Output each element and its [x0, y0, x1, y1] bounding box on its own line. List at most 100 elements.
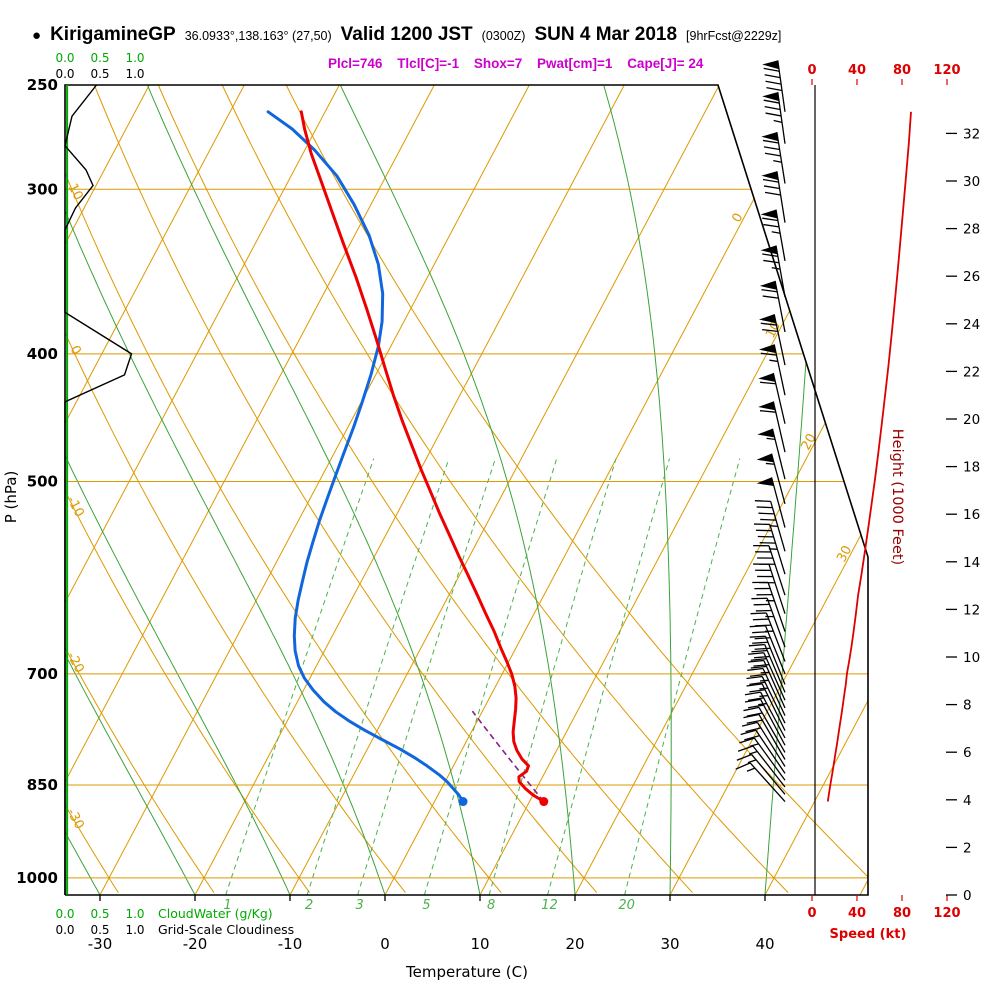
- wind-barb-half: [747, 759, 757, 764]
- cloudiness-scale-tick-top: 0.5: [90, 67, 109, 81]
- wind-barb-full: [754, 647, 771, 650]
- parcel-path: [471, 710, 545, 803]
- wind-barb-staff: [758, 714, 786, 760]
- wind-barb-full: [759, 381, 776, 385]
- mixing-ratio-line: [547, 458, 670, 895]
- wind-barb-full: [748, 659, 764, 663]
- cloudiness-scale-tick-bottom: 0.0: [55, 923, 74, 937]
- height-tick-label: 4: [963, 793, 972, 809]
- wind-barb-full: [750, 612, 767, 615]
- wind-barb-full: [749, 681, 766, 686]
- wind-barb-full: [754, 637, 771, 640]
- speed-tick-label-top: 0: [807, 63, 816, 78]
- wind-barb-full: [765, 80, 782, 85]
- wind-barb-full: [749, 635, 766, 638]
- wind-barb-full: [745, 727, 762, 733]
- wind-barb-full: [747, 697, 764, 702]
- wind-barb-staff: [752, 745, 786, 788]
- wind-barb-full: [764, 191, 781, 196]
- wind-barb-full: [763, 67, 780, 72]
- wind-barb-half: [748, 750, 758, 755]
- temperature-tick-label: -30: [88, 935, 113, 953]
- height-tick-label: 8: [963, 698, 972, 714]
- param-shox: Shox=7: [473, 56, 523, 71]
- temperature-tick-label: -20: [183, 935, 208, 953]
- wind-barb-full: [762, 178, 779, 183]
- wind-barb-staff: [776, 171, 786, 223]
- plot-frame: [64, 84, 869, 901]
- wind-barb-half: [759, 694, 768, 698]
- wind-barb-full: [762, 295, 779, 299]
- mixing-ratio-line: [306, 458, 450, 895]
- wind-barb-staff: [761, 676, 786, 724]
- wind-barb-half: [771, 266, 781, 270]
- temperature-tick-label: 30: [660, 935, 679, 953]
- wind-barb-full: [749, 673, 766, 677]
- wind-barb-staff: [760, 691, 786, 739]
- dry-adiabat-label: 10: [65, 181, 86, 203]
- wind-barb-full: [751, 649, 768, 653]
- wind-barb-staff: [762, 668, 786, 716]
- wind-barb-half: [766, 437, 776, 441]
- dry-adiabat-line: [65, 85, 119, 893]
- height-tick-label: 32: [963, 126, 980, 142]
- cloud-profiles: [64, 84, 133, 895]
- wind-barb-full: [762, 139, 779, 144]
- wind-barb-full: [748, 652, 764, 655]
- moist-adiabat-line: [65, 85, 291, 895]
- wind-speed-curve: [826, 111, 912, 802]
- wind-barb-half: [759, 687, 768, 690]
- cloudiness-scale-tick-top: 1.0: [125, 67, 144, 81]
- wind-barb-half: [750, 743, 759, 747]
- wind-barb-full: [754, 500, 771, 503]
- moist-adiabat-line: [65, 85, 386, 895]
- wind-barb-half: [768, 548, 778, 550]
- height-tick-label: 14: [963, 555, 980, 571]
- wind-barb-flag: [760, 245, 778, 255]
- cloud-scales: 0.0 0.0 0.0 0.0 0.5 0.5 0.5 0.5 1.0 1.0 1.0 1.0 Clou…: [55, 51, 294, 937]
- wind-barb-flag: [757, 428, 775, 438]
- wind-barb-flag: [761, 171, 779, 181]
- wind-barb-staff: [764, 644, 786, 693]
- wind-barb-full: [752, 618, 769, 621]
- wind-barb-staff: [756, 722, 786, 767]
- wind-barb-full: [736, 753, 752, 761]
- mixing-ratio-line: [624, 458, 741, 895]
- cloudiness-profile: [64, 84, 133, 895]
- wind-barb-flag: [758, 314, 777, 324]
- wind-barb-flag: [758, 401, 776, 411]
- cloudwater-scale-tick-top: 1.0: [125, 51, 144, 65]
- wind-barb-flag: [762, 60, 780, 70]
- wind-barb-full: [752, 641, 768, 644]
- mixing-ratio-label: 20: [618, 898, 635, 913]
- isotherm-line: [65, 85, 435, 895]
- wind-barb-full: [747, 704, 764, 709]
- cloudwater-scale-tick-bottom: 0.5: [90, 907, 109, 921]
- wind-barb-staff: [755, 729, 786, 774]
- wind-barb-full: [744, 691, 761, 696]
- wind-barb-full: [735, 762, 751, 770]
- valid-zulu: (0300Z): [481, 29, 526, 43]
- wind-barb-full: [762, 217, 778, 222]
- cloudiness-scale-tick-bottom: 1.0: [125, 923, 144, 937]
- wind-barb-staff: [771, 428, 786, 480]
- isotherm-label: 20: [799, 431, 820, 453]
- wind-barb-flag: [758, 373, 776, 382]
- wind-barb-full: [748, 643, 765, 647]
- dewpoint-curve: [266, 110, 465, 803]
- temperature-tick-label: 20: [565, 935, 584, 953]
- cloudwater-scale-tick-bottom: 1.0: [125, 907, 144, 921]
- wind-barb-staff: [751, 754, 786, 795]
- wind-barb-half: [765, 462, 775, 465]
- wind-barb-half: [746, 767, 756, 772]
- pressure-tick-label: 300: [27, 180, 58, 198]
- speed-tick-label-bottom: 80: [893, 906, 911, 921]
- surface-dewpoint-dot: [458, 797, 468, 807]
- valid-date: SUN 4 Mar 2018: [534, 24, 678, 45]
- wind-barb-full: [760, 518, 777, 521]
- moist-adiabat-line: [65, 85, 196, 895]
- wind-barb-flag: [760, 209, 778, 219]
- titlebar: ● KirigamineGP 36.0933°,138.163° (27,50)…: [32, 24, 781, 46]
- wind-barb-half: [771, 231, 781, 234]
- temperature-tick-label: 40: [755, 935, 774, 953]
